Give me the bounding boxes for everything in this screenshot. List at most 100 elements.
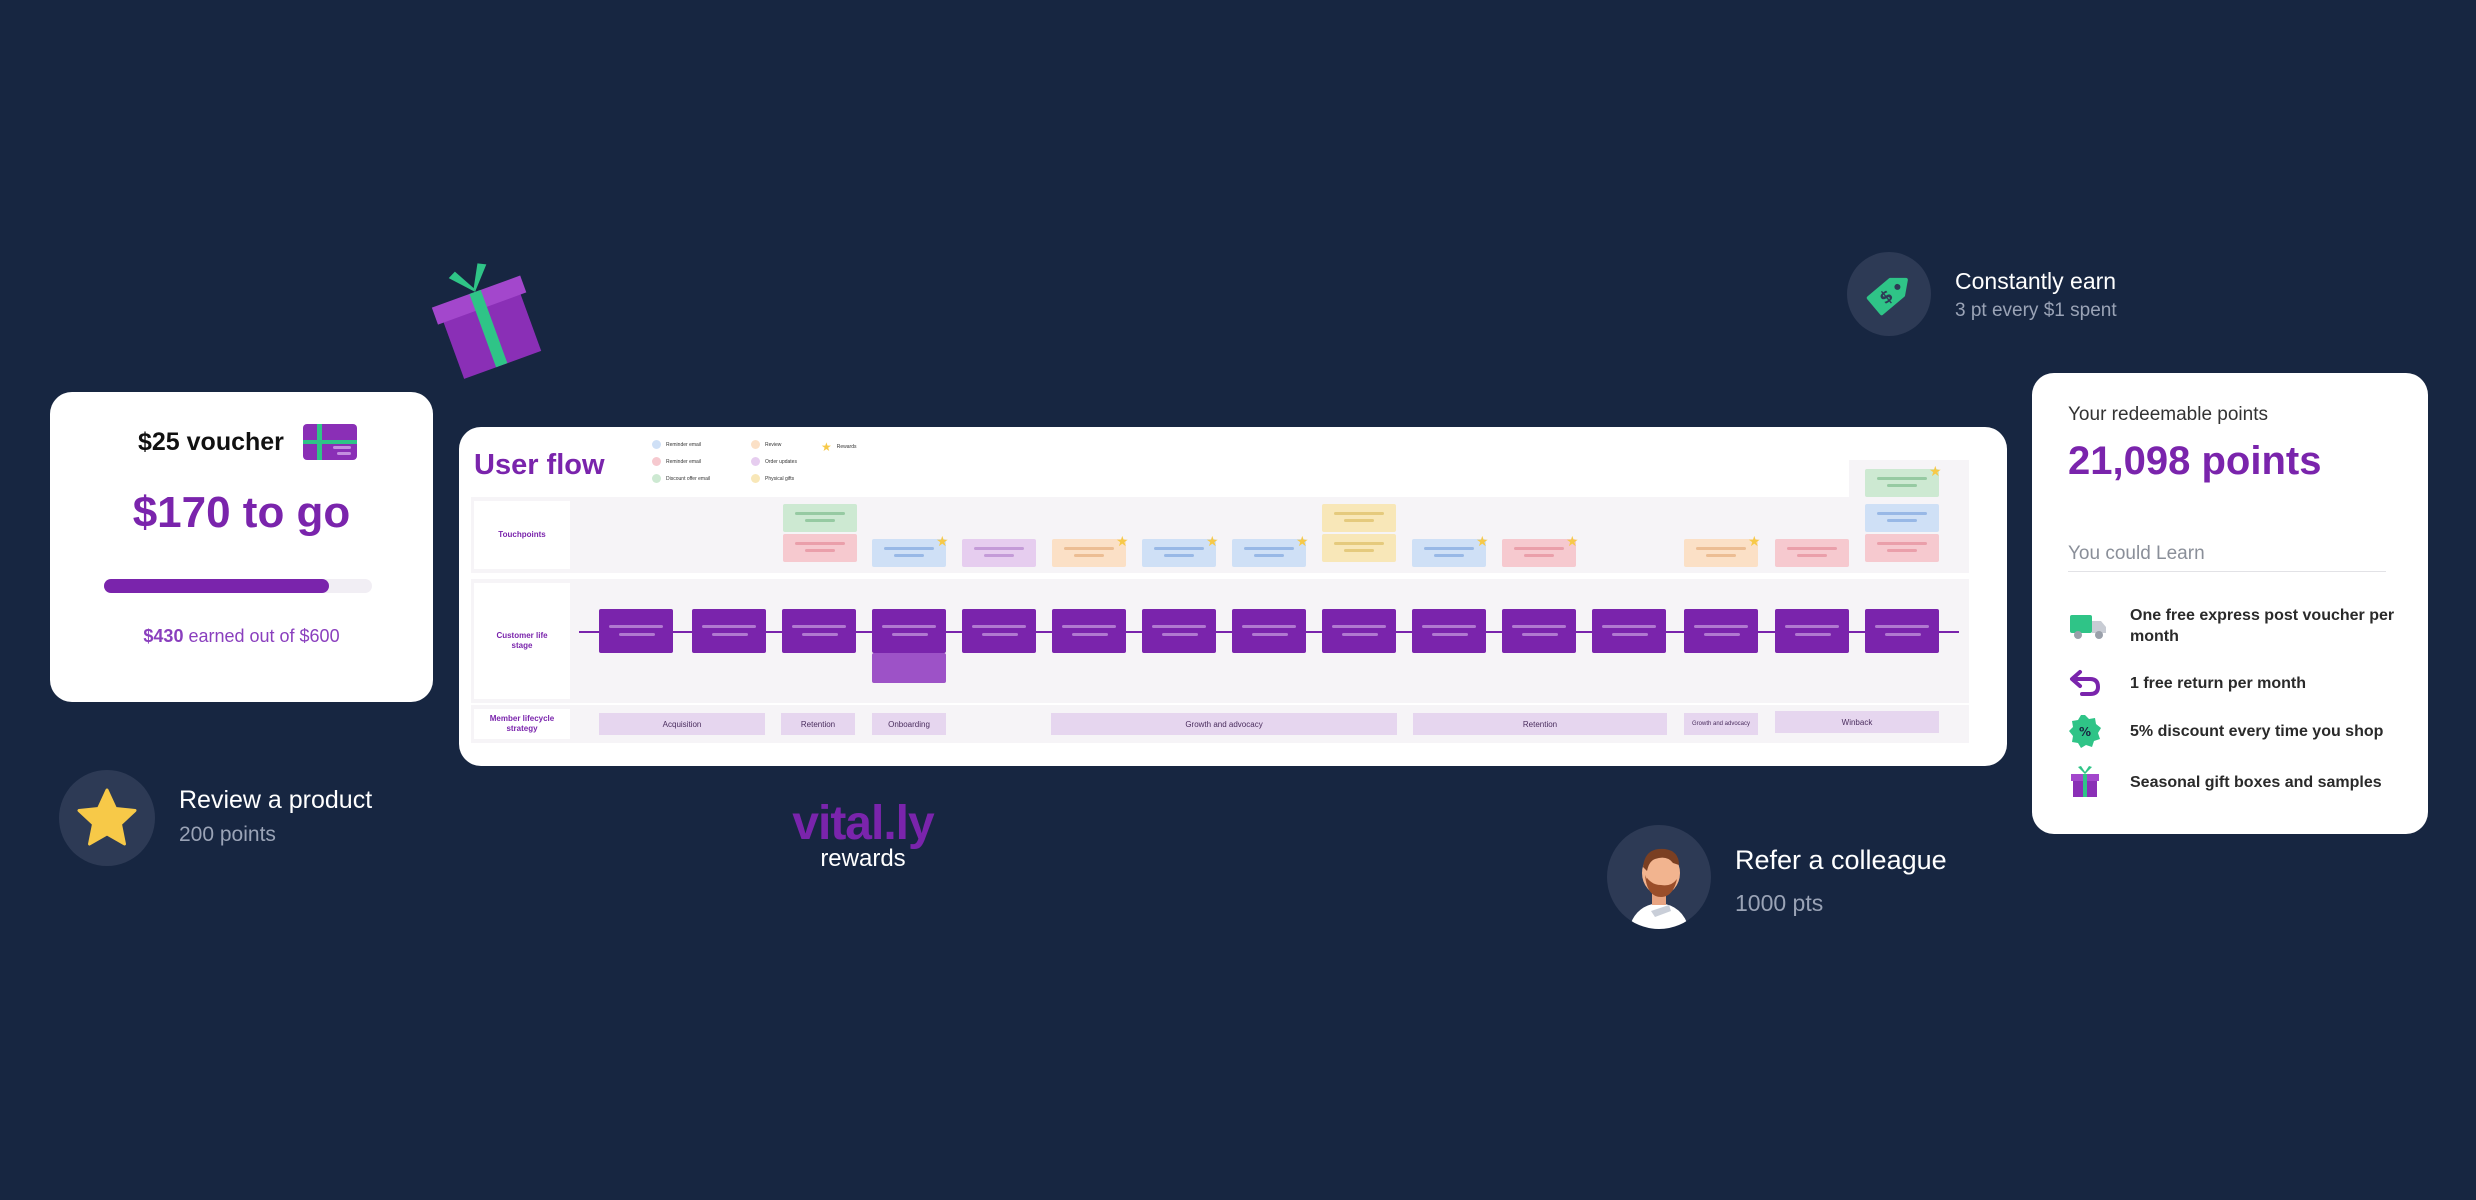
divider <box>2068 571 2386 572</box>
strategy-lane-label: Member lifecycle strategy <box>474 709 570 739</box>
refer-subtitle: 1000 pts <box>1735 890 1824 916</box>
lifecycle-stage <box>692 609 766 653</box>
strategy-bar-winback: Winback <box>1775 711 1939 733</box>
amount-to-go: $170 to go <box>132 488 351 537</box>
touchpoint-card <box>1142 539 1216 567</box>
lifecycle-lane-label: Customer life stage <box>474 583 570 699</box>
reward-star-icon: ★ <box>1748 533 1761 549</box>
voucher-title: $25 voucher <box>138 428 284 456</box>
legend-item: ★ Rewards <box>821 440 857 454</box>
lifecycle-stage <box>962 609 1036 653</box>
lifecycle-stage <box>782 609 856 653</box>
touchpoint-card <box>1684 539 1758 567</box>
earn-title: Constantly earn <box>1955 268 2117 294</box>
star-icon <box>77 788 137 846</box>
lifecycle-stage <box>872 609 946 653</box>
voucher-card: $25 voucher $170 to go $430 earned out o… <box>50 392 433 702</box>
touchpoint-card <box>783 504 857 532</box>
touchpoint-card <box>1322 534 1396 562</box>
flow-title: User flow <box>474 449 605 481</box>
benefit-item: Seasonal gift boxes and samples <box>2068 765 2398 799</box>
review-icon-circle <box>59 770 155 866</box>
legend-item: Reminder email <box>652 440 701 449</box>
lifecycle-stage <box>1322 609 1396 653</box>
reward-star-icon: ★ <box>1206 533 1219 549</box>
benefit-text: 5% discount every time you shop <box>2130 722 2384 740</box>
lifecycle-stage <box>1232 609 1306 653</box>
brand-name: vital.ly <box>792 797 934 850</box>
could-learn-label: You could Learn <box>2068 543 2205 564</box>
touchpoint-card <box>1865 534 1939 562</box>
brand-logo: vital.ly rewards <box>788 800 938 872</box>
reward-star-icon: ★ <box>1566 533 1579 549</box>
legend-swatch <box>652 457 661 466</box>
earn-subtitle: 3 pt every $1 spent <box>1955 300 2117 321</box>
refer-title: Refer a colleague <box>1735 845 1947 875</box>
voucher-progress-bar <box>104 579 372 593</box>
strategy-bar-retention-2: Retention <box>1413 713 1667 735</box>
delivery-truck-icon <box>2068 609 2106 643</box>
svg-text:%: % <box>2079 725 2091 739</box>
legend-swatch <box>652 474 661 483</box>
points-label: Your redeemable points <box>2068 404 2268 425</box>
price-tag-dollar-icon: $ <box>1866 277 1908 316</box>
legend-label: Reminder email <box>666 458 702 465</box>
user-flow-board: User flow Reminder email Reminder email … <box>459 427 2007 766</box>
lifecycle-stage <box>1052 609 1126 653</box>
touchpoint-card <box>1232 539 1306 567</box>
legend-label: Physical gifts <box>765 475 795 482</box>
earn-icon-circle: $ <box>1847 252 1931 336</box>
touchpoint-card <box>872 539 946 567</box>
strategy-bar-retention: Retention <box>781 713 855 735</box>
legend-swatch <box>751 440 760 449</box>
review-subtitle: 200 points <box>179 823 276 846</box>
earned-summary: $430 earned out of $600 <box>50 626 433 647</box>
brand-subtitle: rewards <box>820 845 906 872</box>
lifecycle-stage <box>599 609 673 653</box>
reward-star-icon: ★ <box>1929 463 1942 479</box>
touchpoint-card <box>1322 504 1396 532</box>
earned-suffix: earned out of $600 <box>183 626 340 646</box>
lifecycle-stage-secondary <box>872 653 946 683</box>
legend-label: Order updates <box>765 458 797 465</box>
legend-label: Reminder email <box>666 441 702 448</box>
benefit-text: One free express post voucher per month <box>2130 607 2395 645</box>
earned-amount: $430 <box>143 626 184 646</box>
points-value: 21,098 points <box>2068 439 2322 483</box>
touchpoint-card <box>1052 539 1126 567</box>
benefit-text: 1 free return per month <box>2130 674 2307 692</box>
gift-card-icon <box>303 424 357 460</box>
legend-swatch <box>751 474 760 483</box>
benefit-text: Seasonal gift boxes and samples <box>2130 773 2382 791</box>
legend-label: Review <box>765 441 782 448</box>
reward-star-icon: ★ <box>1296 533 1309 549</box>
refer-icon-circle <box>1607 825 1711 929</box>
lifecycle-stage <box>1412 609 1486 653</box>
strategy-bar-onboarding: Onboarding <box>872 713 946 735</box>
lifecycle-stage <box>1684 609 1758 653</box>
lifecycle-stage <box>1142 609 1216 653</box>
touchpoint-card <box>1502 539 1576 567</box>
legend-item: Review <box>751 440 781 449</box>
legend-label: Rewards <box>836 444 857 450</box>
touchpoint-card <box>1865 504 1939 532</box>
touchpoint-card <box>783 534 857 562</box>
strategy-bar-growth-2: Growth and advocacy <box>1684 713 1758 735</box>
legend-swatch <box>652 440 661 449</box>
strategy-bar-acquisition: Acquisition <box>599 713 765 735</box>
touchpoints-lane-label: Touchpoints <box>474 501 570 569</box>
benefit-item: 1 free return per month <box>2068 666 2398 700</box>
legend-item: Reminder email <box>652 457 701 466</box>
lifecycle-stage <box>1592 609 1666 653</box>
reward-star-icon: ★ <box>1116 533 1129 549</box>
benefit-item: % 5% discount every time you shop <box>2068 714 2398 748</box>
lifecycle-stage <box>1775 609 1849 653</box>
touchpoint-card <box>1775 539 1849 567</box>
benefit-item: One free express post voucher per month <box>2068 605 2398 647</box>
review-title: Review a product <box>179 786 373 814</box>
lifecycle-stage <box>1502 609 1576 653</box>
voucher-progress-fill <box>104 579 330 593</box>
touchpoint-card <box>962 539 1036 567</box>
legend-item: Physical gifts <box>751 474 794 483</box>
strategy-bar-growth: Growth and advocacy <box>1051 713 1397 735</box>
